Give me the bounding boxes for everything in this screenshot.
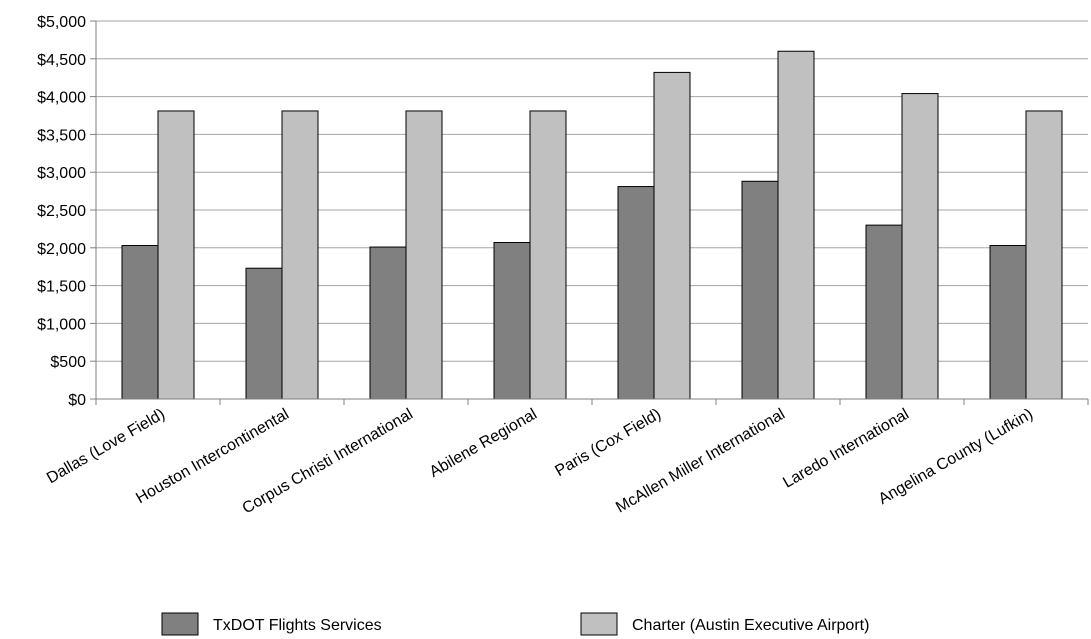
bar-charter bbox=[157, 110, 195, 400]
y-tick-label: $2,000 bbox=[37, 241, 86, 258]
bar-charter bbox=[529, 110, 567, 400]
x-category-label: Abilene Regional bbox=[427, 406, 540, 481]
y-tick-labels: $0 $500 $1,000 $1,500 $2,000 $2,500 $3,000 $3,5… bbox=[37, 14, 86, 409]
bar-charter bbox=[405, 110, 443, 400]
bar-txdot bbox=[369, 246, 407, 400]
x-category-label: Laredo International bbox=[780, 406, 912, 492]
y-tick-label: $0 bbox=[68, 392, 86, 409]
y-tick-label: $1,500 bbox=[37, 279, 86, 296]
bar-txdot bbox=[741, 180, 779, 400]
x-category-label: Dallas (Love Field) bbox=[44, 406, 168, 487]
bar-txdot bbox=[493, 242, 531, 400]
bar-charter bbox=[777, 50, 815, 400]
bar-txdot bbox=[617, 186, 655, 400]
y-tick-label: $2,500 bbox=[37, 203, 86, 220]
bars bbox=[121, 50, 1063, 400]
legend: TxDOT Flights Services Charter (Austin Ex… bbox=[161, 612, 869, 636]
bar-charter bbox=[281, 110, 319, 400]
x-category-labels: Dallas (Love Field)Houston Intercontinen… bbox=[44, 406, 1036, 518]
legend-swatch bbox=[161, 612, 199, 636]
legend-swatch bbox=[580, 612, 618, 636]
bar-txdot bbox=[245, 267, 283, 400]
bar-charter bbox=[1025, 110, 1063, 400]
y-tick-label: $4,000 bbox=[37, 90, 86, 107]
y-tick-label: $1,000 bbox=[37, 316, 86, 333]
bar-txdot bbox=[989, 245, 1027, 400]
y-tick-label: $3,500 bbox=[37, 127, 86, 144]
x-category-label: Paris (Cox Field) bbox=[552, 406, 664, 480]
legend-label: Charter (Austin Executive Airport) bbox=[632, 617, 869, 634]
bar-charter bbox=[653, 71, 691, 400]
bar-txdot bbox=[121, 245, 159, 400]
y-tick-label: $500 bbox=[50, 354, 86, 371]
bar-txdot bbox=[865, 224, 903, 400]
gridlines bbox=[96, 20, 1088, 362]
y-tick-label: $5,000 bbox=[37, 14, 86, 31]
y-tick-label: $3,000 bbox=[37, 165, 86, 182]
y-tick-label: $4,500 bbox=[37, 52, 86, 69]
bar-charter bbox=[901, 93, 939, 400]
legend-label: TxDOT Flights Services bbox=[213, 617, 382, 634]
axes bbox=[90, 20, 1089, 405]
